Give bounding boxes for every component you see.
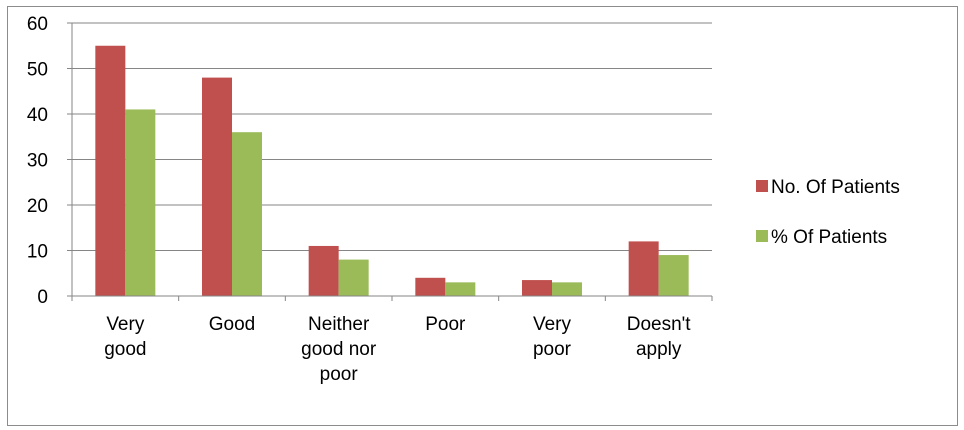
x-category-label: poor bbox=[320, 364, 359, 385]
x-category-label: poor bbox=[533, 339, 572, 360]
bar-pct-of-patients bbox=[125, 109, 156, 296]
axes bbox=[71, 23, 713, 301]
bar-pct-of-patients bbox=[445, 282, 476, 296]
y-tick-label: 10 bbox=[27, 242, 48, 263]
bar-pct-of-patients bbox=[338, 259, 369, 296]
y-tick-label: 60 bbox=[27, 14, 48, 35]
x-category-label: good bbox=[104, 339, 146, 360]
x-category-label: Poor bbox=[425, 314, 466, 335]
y-tick-label: 50 bbox=[27, 60, 48, 81]
bar-pct-of-patients bbox=[232, 132, 262, 296]
x-category-label: good nor bbox=[301, 339, 377, 360]
x-category-label: Very bbox=[106, 314, 145, 335]
x-category-label: Very bbox=[533, 314, 572, 335]
bar-no-of-patients bbox=[522, 280, 552, 296]
bar-pct-of-patients bbox=[658, 255, 689, 296]
x-category-label: Doesn't bbox=[627, 314, 692, 335]
bar-no-of-patients bbox=[415, 277, 446, 296]
legend-swatch bbox=[756, 230, 768, 242]
y-tick-label: 0 bbox=[37, 287, 48, 308]
x-category-labels: Very good Good Neither good nor poor Poor Very p… bbox=[104, 314, 691, 385]
y-tick-labels: 0 10 20 30 40 50 60 bbox=[27, 14, 48, 308]
y-tick-label: 30 bbox=[27, 151, 48, 172]
legend-label: % Of Patients bbox=[771, 227, 887, 248]
x-category-label: Neither bbox=[308, 314, 370, 335]
legend: No. Of Patients % Of Patients bbox=[756, 177, 900, 248]
gridlines bbox=[67, 22, 712, 297]
bars bbox=[95, 45, 689, 296]
y-tick-label: 40 bbox=[27, 105, 48, 126]
x-category-label: apply bbox=[636, 339, 682, 360]
y-tick-label: 20 bbox=[27, 196, 48, 217]
bar-no-of-patients bbox=[308, 245, 339, 296]
chart-frame bbox=[7, 6, 958, 426]
bar-no-of-patients bbox=[95, 45, 126, 296]
x-category-label: Good bbox=[209, 314, 255, 335]
legend-label: No. Of Patients bbox=[771, 177, 900, 198]
legend-swatch bbox=[756, 180, 768, 192]
bar-no-of-patients bbox=[202, 77, 232, 296]
bar-pct-of-patients bbox=[552, 282, 582, 296]
bar-no-of-patients bbox=[628, 241, 659, 296]
